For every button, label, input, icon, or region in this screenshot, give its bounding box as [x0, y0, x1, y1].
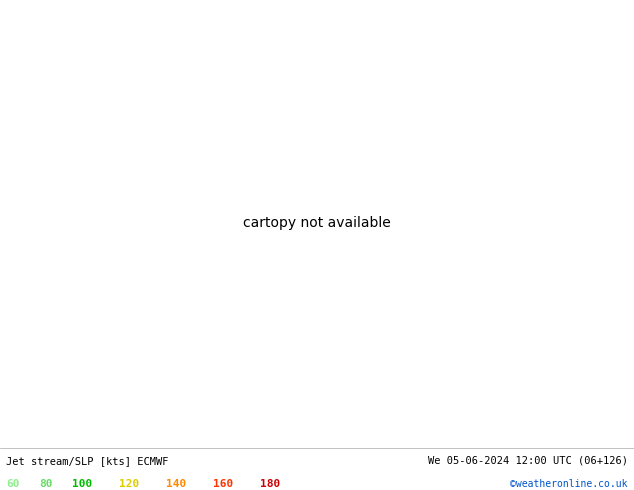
Text: 120: 120 [119, 479, 139, 489]
Text: 180: 180 [260, 479, 280, 489]
Text: 160: 160 [213, 479, 233, 489]
Text: ©weatheronline.co.uk: ©weatheronline.co.uk [510, 479, 628, 489]
Text: 80: 80 [39, 479, 53, 489]
Text: 140: 140 [166, 479, 186, 489]
Text: 100: 100 [72, 479, 93, 489]
Text: 60: 60 [6, 479, 20, 489]
Text: cartopy not available: cartopy not available [243, 216, 391, 230]
Text: Jet stream/SLP [kts] ECMWF: Jet stream/SLP [kts] ECMWF [6, 456, 169, 466]
Text: We 05-06-2024 12:00 UTC (06+126): We 05-06-2024 12:00 UTC (06+126) [428, 456, 628, 466]
